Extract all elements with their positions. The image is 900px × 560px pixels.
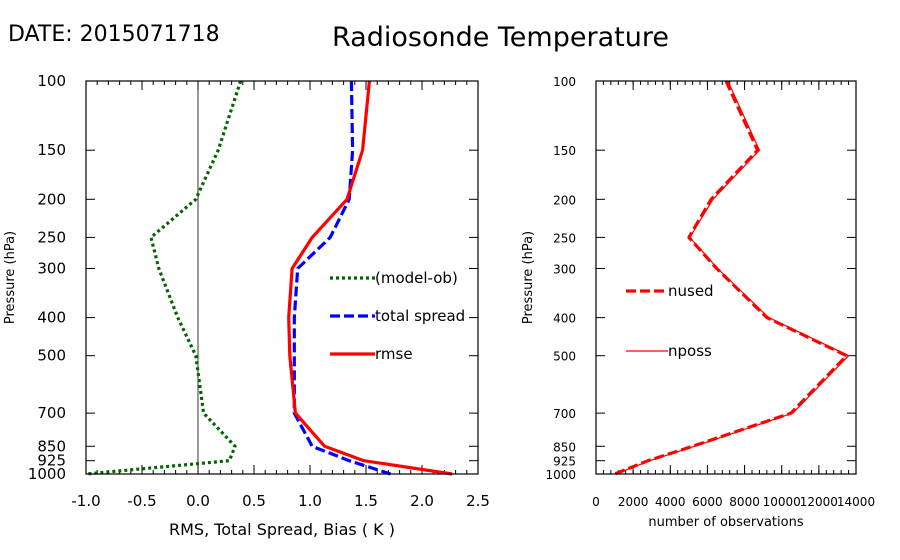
x-tick-label: 1.5 (354, 492, 378, 510)
y-tick-label: 300 (37, 260, 66, 278)
series-line-total-spread (292, 80, 392, 476)
x-tick-label: -1.0 (71, 492, 100, 510)
y-tick-label: 850 (553, 440, 576, 454)
y-tick-label: 200 (37, 190, 66, 208)
y-tick-label: 500 (37, 347, 66, 365)
series-line-model-ob (85, 80, 243, 476)
y-tick-label: 150 (553, 144, 576, 158)
y-tick-label: 925 (553, 455, 576, 469)
legend-label-total-spread: total spread (375, 307, 465, 325)
plot-frame (85, 80, 479, 475)
date-label: DATE: 2015071718 (8, 22, 220, 47)
x-tick-label: 10000 (763, 495, 801, 509)
series-line-nposs (615, 80, 850, 475)
y-tick-label: 700 (37, 404, 66, 422)
y-tick-label: 100 (37, 72, 66, 90)
y-tick-label: 200 (553, 193, 576, 207)
chart-title: Radiosonde Temperature (332, 22, 669, 53)
y-tick-label: 1000 (28, 465, 66, 483)
x-tick-label: 0.0 (186, 492, 210, 510)
y-tick-label: 250 (553, 231, 576, 245)
x-tick-label: 2000 (618, 495, 649, 509)
y-tick-label: 925 (37, 452, 66, 470)
y-tick-label: 1000 (545, 468, 576, 482)
bias-spread-panel: -1.0 -0.5 0.0 0.5 1.0 1.5 2.0 2.5 100 150 200 250 30… (3, 72, 490, 539)
y-tick-label: 400 (553, 312, 576, 326)
y-tick-label: 100 (553, 75, 576, 89)
x-tick-label: 4000 (655, 495, 686, 509)
y-tick-label: 850 (37, 437, 66, 455)
y-tick-label: 250 (37, 228, 66, 246)
x-tick-label: 12000 (800, 495, 838, 509)
y-tick-label: 500 (553, 350, 576, 364)
y-axis-label: Pressure (hPa) (3, 231, 18, 324)
x-tick-label: 8000 (729, 495, 760, 509)
x-tick-label: 0 (592, 495, 600, 509)
x-axis-label: number of observations (648, 515, 803, 530)
legend-label-nused: nused (668, 282, 714, 300)
x-tick-label: 1.0 (298, 492, 322, 510)
x-tick-label: 0.5 (242, 492, 266, 510)
legend-label-rmse: rmse (375, 345, 413, 363)
y-tick-label: 700 (553, 407, 576, 421)
x-tick-label: -0.5 (127, 492, 156, 510)
y-tick-label: 300 (553, 263, 576, 277)
x-axis-label: RMS, Total Spread, Bias ( K ) (169, 520, 395, 539)
series-line-nused (614, 80, 849, 476)
x-tick-label: 14000 (837, 495, 875, 509)
y-tick-label: 150 (37, 141, 66, 159)
y-tick-label: 400 (37, 309, 66, 327)
series-line-rmse (287, 80, 453, 476)
legend-label-model-ob: (model-ob) (375, 269, 458, 287)
legend-label-nposs: nposs (668, 342, 712, 360)
x-tick-label: 2.5 (466, 492, 490, 510)
y-axis-label: Pressure (hPa) (521, 231, 536, 324)
x-tick-label: 2.0 (410, 492, 434, 510)
x-tick-label: 6000 (692, 495, 723, 509)
plot-frame (595, 80, 857, 475)
